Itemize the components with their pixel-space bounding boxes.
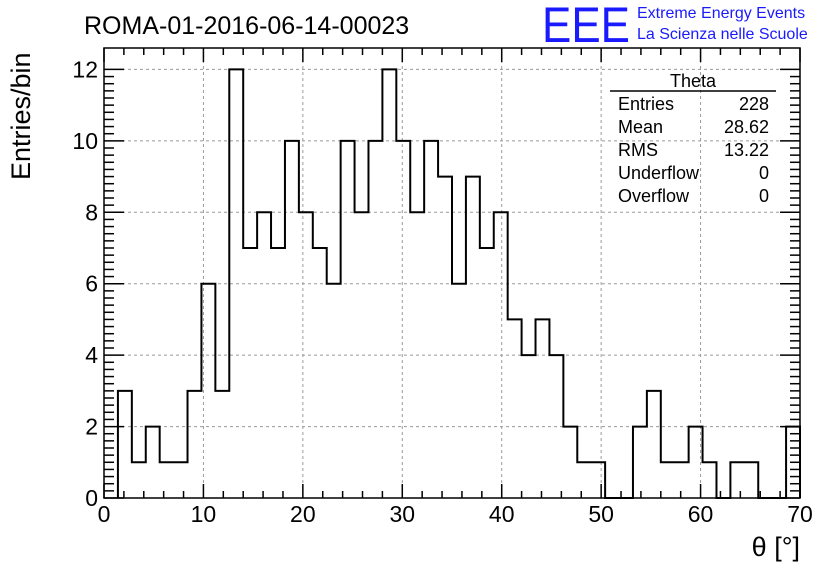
histogram-outline bbox=[116, 68, 801, 499]
x-tick-label: 0 bbox=[98, 501, 111, 527]
histogram-bin bbox=[174, 462, 188, 498]
x-tick-label: 30 bbox=[389, 501, 415, 527]
stats-label: Entries bbox=[618, 94, 674, 114]
y-tick-labels: 0 2 4 6 8 10 12 bbox=[72, 56, 98, 511]
y-tick-label: 8 bbox=[85, 199, 98, 225]
logo-line2: La Scienza nelle Scuole bbox=[637, 26, 808, 43]
histogram-bin bbox=[368, 141, 382, 498]
histogram-bin bbox=[591, 462, 605, 498]
histogram-bin bbox=[744, 462, 758, 498]
stats-box: Theta Entries 228 Mean 28.62 RMS 13.22 Underfl… bbox=[610, 71, 776, 206]
histogram-bin bbox=[536, 319, 550, 498]
y-tick-label: 6 bbox=[85, 271, 98, 297]
histogram-bin bbox=[118, 391, 132, 498]
histogram-bin bbox=[424, 141, 438, 498]
histogram-bin bbox=[327, 284, 341, 498]
x-axis-label: θ [°] bbox=[752, 532, 800, 562]
histogram-bin bbox=[633, 427, 647, 498]
histogram-bin bbox=[480, 248, 494, 498]
histogram-bin bbox=[271, 248, 285, 498]
y-axis-label: Entries/bin bbox=[6, 52, 36, 180]
chart-title: ROMA-01-2016-06-14-00023 bbox=[84, 12, 409, 40]
histogram-bin bbox=[647, 391, 661, 498]
x-tick-label: 40 bbox=[489, 501, 515, 527]
stats-value: 0 bbox=[759, 163, 769, 183]
eee-logo: EEE Extreme Energy Events La Scienza nel… bbox=[542, 0, 808, 53]
histogram-bin bbox=[160, 462, 174, 498]
x-tick-label: 20 bbox=[290, 501, 316, 527]
histogram-bin bbox=[201, 284, 215, 498]
histogram-bin bbox=[494, 212, 508, 498]
x-tick-label: 60 bbox=[688, 501, 714, 527]
histogram-bin bbox=[410, 212, 424, 498]
x-tick-label: 70 bbox=[787, 501, 813, 527]
histogram-bin bbox=[396, 141, 410, 498]
logo-line1: Extreme Energy Events bbox=[637, 5, 805, 22]
y-tick-label: 0 bbox=[85, 485, 98, 511]
histogram-bin bbox=[243, 248, 257, 498]
histogram-bin bbox=[703, 462, 717, 498]
axis-ticks bbox=[103, 48, 801, 499]
stats-label: Underflow bbox=[618, 163, 700, 183]
histogram-bin bbox=[563, 427, 577, 498]
stats-label: Overflow bbox=[618, 186, 690, 206]
y-tick-label: 10 bbox=[72, 128, 98, 154]
histogram-bin bbox=[730, 462, 744, 498]
y-tick-label: 4 bbox=[85, 342, 98, 368]
histogram-bin bbox=[355, 212, 369, 498]
histogram-bin bbox=[577, 462, 591, 498]
histogram-bin bbox=[313, 248, 327, 498]
x-tick-label: 50 bbox=[588, 501, 614, 527]
histogram-bin bbox=[661, 462, 675, 498]
histogram-bin bbox=[549, 355, 563, 498]
stats-label: RMS bbox=[618, 140, 658, 160]
histogram-bin bbox=[299, 212, 313, 498]
histogram-bin bbox=[438, 177, 452, 498]
stats-label: Mean bbox=[618, 117, 663, 137]
plot-frame bbox=[103, 47, 801, 499]
stats-value: 13.22 bbox=[724, 140, 769, 160]
histogram-bin bbox=[522, 355, 536, 498]
y-tick-label: 2 bbox=[85, 414, 98, 440]
stats-value: 28.62 bbox=[724, 117, 769, 137]
histogram-bin bbox=[508, 319, 522, 498]
stats-value: 228 bbox=[739, 94, 769, 114]
histogram-bin bbox=[285, 141, 299, 498]
histogram-bin bbox=[675, 462, 689, 498]
histogram-bin bbox=[215, 391, 229, 498]
stats-title: Theta bbox=[670, 71, 717, 91]
stats-rows: Entries 228 Mean 28.62 RMS 13.22 Underflow 0 Ove… bbox=[618, 94, 769, 206]
histogram-bin bbox=[466, 177, 480, 498]
histogram-bin bbox=[341, 141, 355, 498]
stats-value: 0 bbox=[759, 186, 769, 206]
histogram-bin bbox=[382, 69, 396, 498]
x-tick-labels: 0 10 20 30 40 50 60 70 bbox=[98, 501, 813, 527]
histogram-bin bbox=[452, 284, 466, 498]
histogram-bin bbox=[146, 427, 160, 498]
y-tick-label: 12 bbox=[72, 56, 98, 82]
logo-mark: EEE bbox=[542, 0, 630, 53]
histogram-bin bbox=[257, 212, 271, 498]
histogram-bin bbox=[188, 391, 202, 498]
x-tick-label: 10 bbox=[191, 501, 217, 527]
histogram-bin bbox=[229, 69, 243, 498]
